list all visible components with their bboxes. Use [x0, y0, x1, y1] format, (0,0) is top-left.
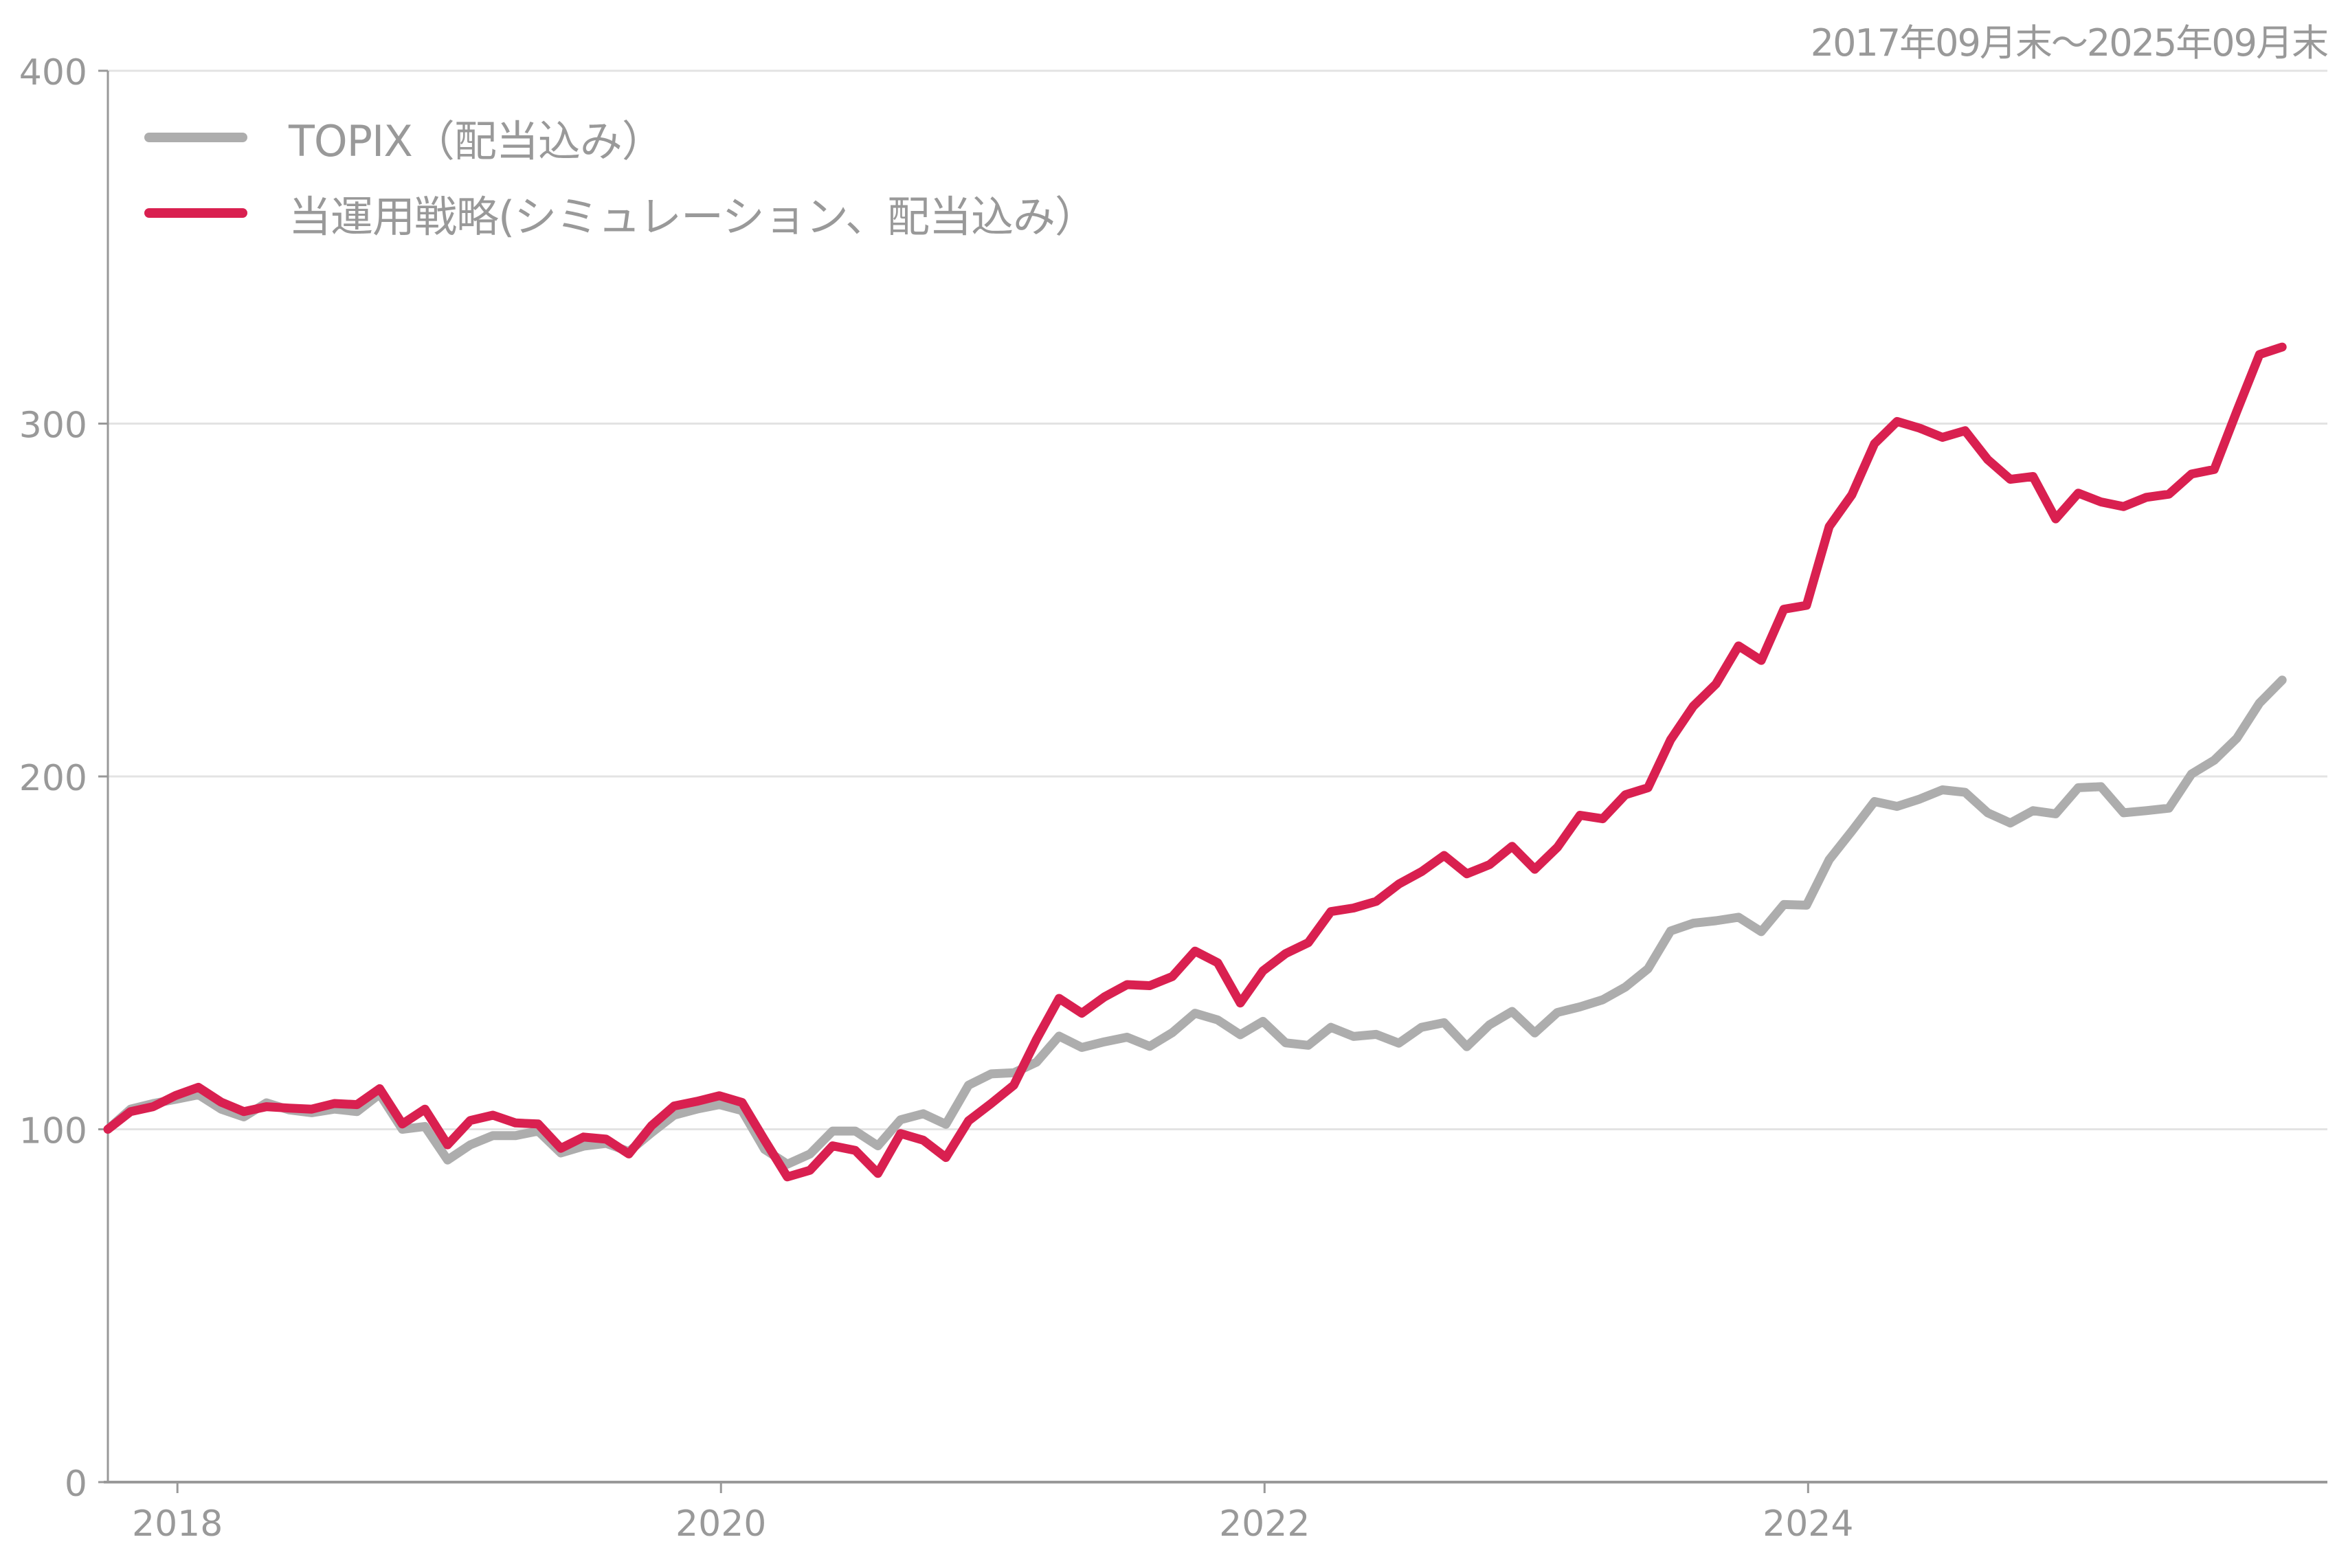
topix-line-swatch-icon [144, 133, 247, 142]
strategy-line-swatch-icon [144, 208, 247, 218]
x-tick-label: 2020 [675, 1503, 766, 1545]
legend-item-strategy: 当運用戦略(シミュレーション、配当込み） [144, 175, 1097, 251]
series-lines [103, 342, 2287, 1182]
y-axis: 0 100 200 300 400 [19, 52, 109, 1505]
y-tick-label: 400 [19, 52, 87, 93]
x-tick-label: 2018 [132, 1503, 223, 1545]
period-label: 2017年09月末～2025年09月末 [1810, 21, 2329, 65]
y-tick-label: 100 [19, 1111, 87, 1152]
strategy-series-line [103, 342, 2287, 1182]
gridlines [108, 69, 2327, 1130]
y-tick-label: 0 [65, 1464, 87, 1505]
y-tick-label: 300 [19, 405, 87, 447]
x-axis: 2018 2020 2022 2024 [104, 1481, 2327, 1545]
x-tick-label: 2022 [1219, 1503, 1310, 1545]
legend-label-strategy: 当運用戦略(シミュレーション、配当込み） [289, 192, 1097, 242]
x-tick-label: 2024 [1763, 1503, 1853, 1545]
y-tick-label: 200 [19, 758, 87, 799]
legend: TOPIX（配当込み） 当運用戦略(シミュレーション、配当込み） [144, 100, 1097, 251]
legend-label-topix: TOPIX（配当込み） [289, 116, 664, 166]
legend-item-topix: TOPIX（配当込み） [144, 100, 1097, 175]
topix-series-line [103, 675, 2287, 1169]
